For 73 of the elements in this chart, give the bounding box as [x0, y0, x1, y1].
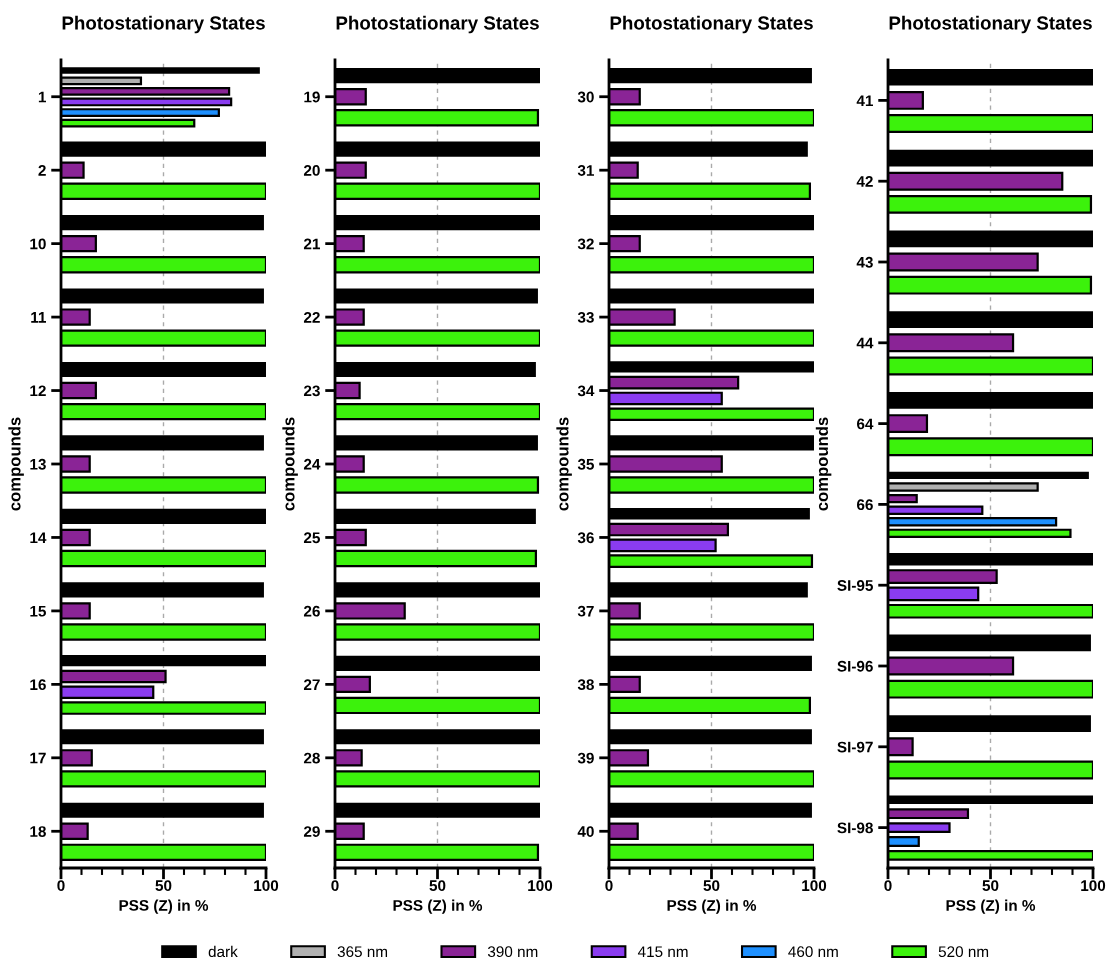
- y-tick-label: 64: [856, 418, 874, 430]
- x-tick-label: 0: [331, 880, 339, 892]
- x-tick-label: 100: [1081, 880, 1106, 892]
- x-tick-label: 50: [982, 880, 999, 892]
- y-tick-label: 24: [303, 458, 321, 470]
- y-tick-label: 12: [30, 385, 46, 397]
- legend-label: 390 nm: [487, 946, 538, 958]
- x-tick-label: 0: [605, 880, 613, 892]
- y-tick-label: 28: [303, 752, 320, 764]
- y-tick-label: 33: [577, 311, 594, 323]
- x-tick-label: 0: [57, 880, 65, 892]
- y-axis-title: compounds: [815, 417, 832, 511]
- y-tick-label: 41: [856, 95, 873, 106]
- y-tick-label: 14: [30, 532, 47, 543]
- y-tick-label: 43: [856, 256, 873, 268]
- x-tick-label: 100: [528, 880, 553, 892]
- y-tick-label: 22: [303, 311, 320, 323]
- legend-label: 365 nm: [337, 946, 388, 958]
- y-tick-label: 17: [30, 752, 46, 764]
- y-tick-label: 11: [31, 312, 46, 323]
- y-tick-label: 23: [303, 385, 320, 397]
- y-tick-label: 37: [577, 605, 594, 617]
- y-tick-label: 19: [304, 91, 320, 103]
- y-tick-label: 39: [577, 752, 594, 764]
- y-tick-label: 35: [577, 458, 594, 470]
- x-tick-label: 50: [429, 880, 446, 892]
- x-axis-title: PSS (Z) in %: [119, 899, 209, 914]
- x-axis-title: PSS (Z) in %: [393, 899, 483, 914]
- y-tick-label: 27: [303, 679, 320, 690]
- y-tick-label: 21: [303, 238, 320, 250]
- y-tick-label: SI-96: [837, 660, 873, 672]
- x-tick-label: 100: [254, 880, 279, 892]
- y-axis-title: compounds: [282, 417, 298, 511]
- y-tick-label: 25: [303, 532, 320, 544]
- y-tick-label: 15: [30, 605, 46, 617]
- y-tick-label: 66: [856, 499, 873, 511]
- x-axis-title: PSS (Z) in %: [946, 899, 1036, 914]
- y-tick-label: 10: [30, 238, 46, 250]
- y-tick-label: 18: [30, 826, 46, 837]
- y-tick-label: 44: [856, 337, 874, 349]
- y-tick-label: 31: [577, 165, 594, 176]
- y-tick-label: SI-95: [837, 580, 873, 591]
- y-tick-label: 32: [577, 238, 594, 250]
- y-axis-title: compounds: [8, 417, 24, 511]
- y-tick-label: 42: [856, 176, 873, 187]
- x-tick-label: 0: [884, 880, 892, 892]
- y-axis-title: compounds: [556, 417, 572, 511]
- y-tick-label: 16: [30, 679, 46, 691]
- chart-title: Photostationary States: [336, 15, 539, 34]
- x-axis-title: PSS (Z) in %: [667, 899, 757, 914]
- chart-title: Photostationary States: [889, 15, 1092, 34]
- y-tick-label: 40: [577, 826, 594, 837]
- chart-title: Photostationary States: [610, 15, 813, 34]
- legend-label: 520 nm: [938, 946, 989, 958]
- legend-label: dark: [208, 945, 238, 958]
- y-tick-label: 1: [38, 91, 46, 103]
- y-tick-label: 20: [303, 165, 320, 176]
- y-tick-label: 26: [303, 605, 320, 617]
- chart-title: Photostationary States: [62, 15, 265, 34]
- x-tick-label: 50: [703, 880, 720, 892]
- y-tick-label: 30: [577, 91, 594, 103]
- y-tick-label: 2: [38, 165, 46, 176]
- legend-label: 460 nm: [788, 946, 838, 958]
- x-tick-label: 50: [155, 880, 172, 892]
- y-tick-label: 13: [30, 458, 46, 470]
- x-tick-label: 100: [802, 880, 827, 892]
- y-tick-label: SI-97: [837, 741, 873, 753]
- y-tick-label: 36: [577, 532, 594, 544]
- y-tick-label: 34: [577, 385, 595, 397]
- y-tick-label: 38: [577, 679, 594, 691]
- y-tick-label: 29: [303, 826, 320, 837]
- legend-label: 415 nm: [637, 946, 688, 958]
- y-tick-label: SI-98: [837, 822, 873, 834]
